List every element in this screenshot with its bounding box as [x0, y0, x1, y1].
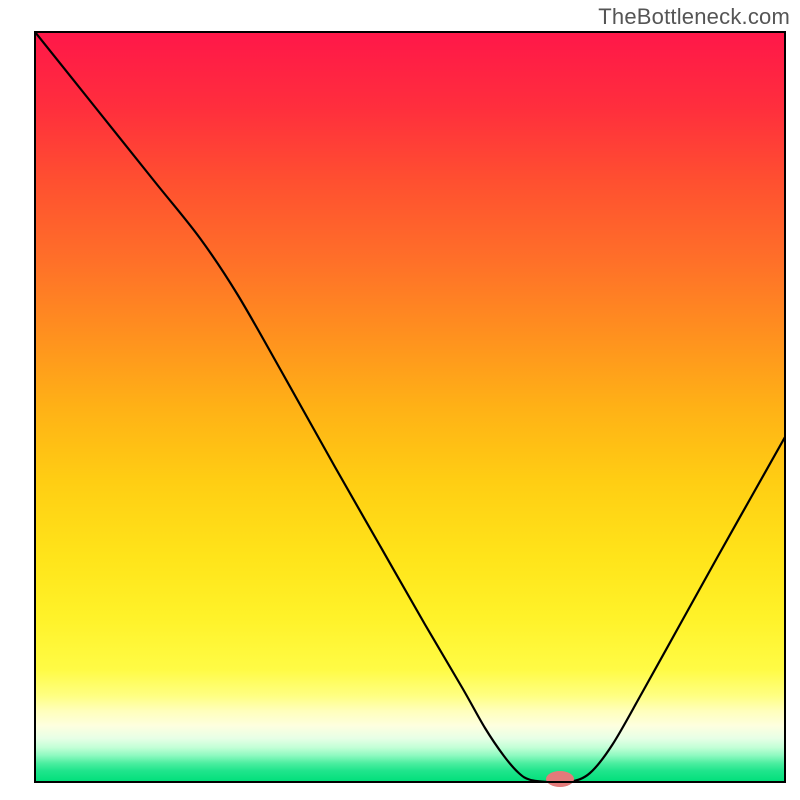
chart-svg	[0, 0, 800, 800]
minimum-marker	[546, 771, 574, 787]
plot-area	[35, 32, 785, 787]
gradient-background	[35, 32, 785, 782]
bottleneck-chart: TheBottleneck.com	[0, 0, 800, 800]
watermark-text: TheBottleneck.com	[598, 4, 790, 30]
